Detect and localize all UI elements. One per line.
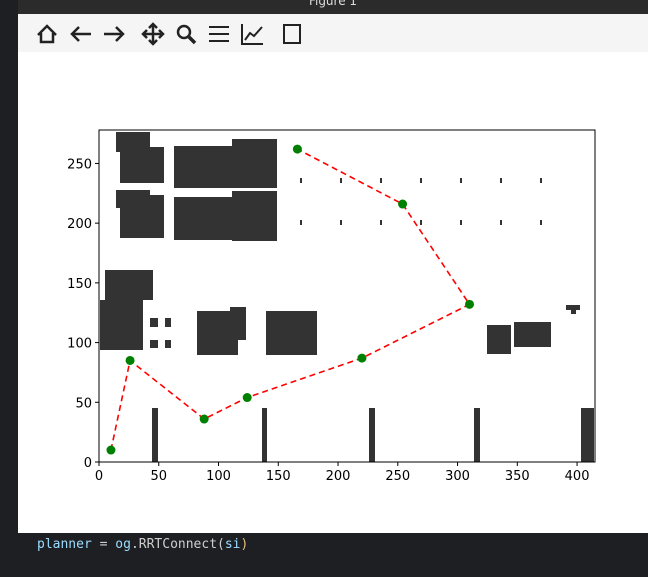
x-tick-label: 300 [445,469,470,484]
code-token: og [115,537,131,552]
x-tick-label: 100 [206,469,231,484]
chart: 0 50 100 150 200 250 300 350 400 0 50 100 150 200 250 [67,129,596,484]
x-tick-label: 150 [266,469,291,484]
waypoint [125,355,135,365]
waypoint [292,144,302,154]
x-tick-label: 250 [385,469,410,484]
x-tick-label: 200 [326,469,351,484]
waypoint [242,393,252,403]
home-button[interactable] [37,24,57,44]
y-tick-label: 0 [84,456,92,471]
code-line: planner = og.RRTConnect(si) [37,537,248,552]
toolbar-icons [37,22,301,46]
y-tick-label: 250 [67,157,92,172]
code-token: .RRTConnect( [130,537,225,552]
map-obstacles [100,132,594,462]
waypoint [465,299,475,309]
y-tick-label: 50 [75,396,92,411]
save-button[interactable] [283,24,301,44]
code-token: ) [240,537,249,552]
code-token: planner [37,537,92,552]
plot-group: 0 50 100 150 200 250 300 350 400 0 50 100 150 200 250 [67,129,596,484]
waypoint [199,414,209,424]
back-button[interactable] [70,26,91,42]
path-line [110,148,471,451]
y-tick-label: 150 [67,277,92,292]
toolbar [18,14,648,52]
y-tick-label: 100 [67,337,92,352]
y-tick-label: 200 [67,217,92,232]
figure-window: Figure 1 [18,0,648,533]
window-title: Figure 1 [308,0,358,8]
code-token: si [224,537,241,552]
title-bar: Figure 1 [18,0,648,14]
axes-frame [98,129,596,463]
zoom-handle [187,35,197,45]
waypoint [357,353,367,363]
code-token: = [91,537,116,552]
waypoint [106,445,116,455]
pan-button[interactable] [141,22,165,46]
zoom-button[interactable] [176,24,192,40]
edit-axes-button[interactable] [241,24,263,45]
x-tick-label: 400 [565,469,590,484]
configure-button[interactable] [209,26,229,42]
waypoint [398,199,408,209]
x-tick-label: 50 [150,469,167,484]
x-tick-label: 350 [505,469,530,484]
forward-button[interactable] [104,26,125,42]
x-tick-label: 0 [95,469,103,484]
